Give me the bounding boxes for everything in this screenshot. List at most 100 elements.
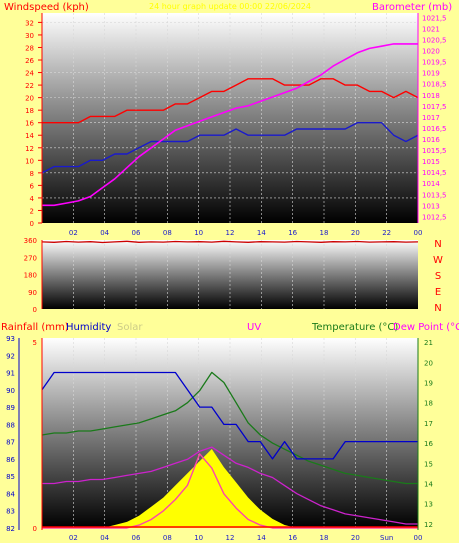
temperature-tick-label: 21	[424, 339, 433, 347]
temp-x-ticks: 02 04 06 08 10 12 14 16 18 20 Sun 00	[69, 534, 423, 542]
barometer-right-ticks: 1012,5 1013 1013,5 1014 1014,5 1015 1015,5 1016…	[422, 14, 447, 221]
x-tick-label: 00	[414, 229, 423, 237]
humidity-tick-label: 85	[6, 473, 15, 481]
x-tick-label: 14	[257, 229, 266, 237]
humidity-ticks: 82 83 84 85 86 87 88 89 90 91 92 93	[6, 335, 15, 533]
barometer-tick-label: 1017	[422, 114, 440, 122]
x-tick-label: 02	[69, 229, 78, 237]
barometer-tick-label: 1013	[422, 202, 440, 210]
temperature-tick-label: 20	[424, 359, 433, 367]
barometer-tick-label: 1014,5	[422, 169, 447, 177]
x-tick-label: 04	[100, 229, 109, 237]
barometer-tick-label: 1016,5	[422, 125, 447, 133]
wind-tick-label: 30	[25, 32, 34, 40]
wind-tick-label: 12	[25, 145, 34, 153]
barometer-tick-label: 1012,5	[422, 213, 447, 221]
dewpoint-label: Dew Point (°C)	[393, 322, 459, 333]
wind-tick-label: 20	[25, 95, 34, 103]
temp-series	[41, 371, 418, 529]
barometer-tick-label: 1019,5	[422, 59, 447, 67]
x-tick-label: 10	[194, 534, 203, 542]
wind-tick-label: 4	[30, 195, 35, 203]
humidity-tick-label: 92	[6, 352, 15, 360]
x-tick-label: Sun	[380, 534, 393, 542]
x-tick-label: 18	[320, 534, 329, 542]
solar-area	[42, 449, 418, 528]
temperature-tick-label: 18	[424, 400, 433, 408]
barometer-tick-label: 1021	[422, 25, 440, 33]
x-tick-label: 16	[288, 229, 297, 237]
solar-label: Solar	[117, 322, 143, 333]
temperature-tick-label: 15	[424, 460, 433, 468]
humidity-tick-label: 83	[6, 508, 15, 516]
wind-avg-line	[41, 121, 419, 174]
temperature-ticks: 12 13 14 15 16 17 18 19 20 21	[424, 339, 433, 529]
wind-tick-label: 32	[25, 19, 34, 27]
uv-label: UV	[247, 322, 261, 333]
x-tick-label: 02	[69, 534, 78, 542]
wind-tick-label: 22	[25, 82, 34, 90]
compass-label: E	[435, 287, 441, 298]
wind-series	[41, 43, 419, 207]
direction-tick-label: 90	[28, 289, 37, 297]
barometer-tick-label: 1020	[422, 48, 440, 56]
compass-label: N	[434, 303, 441, 314]
wind-tick-label: 10	[25, 157, 34, 165]
wind-x-ticks: 02 04 06 08 10 12 14 16 18 20 22 00	[69, 229, 423, 237]
windspeed-label: Windspeed (kph)	[4, 2, 89, 13]
wind-tick-label: 16	[25, 120, 34, 128]
wind-tick-label: 6	[30, 182, 35, 190]
temperature-tick-label: 13	[424, 501, 433, 509]
direction-tick-label: 360	[24, 237, 37, 245]
direction-plot-area	[42, 240, 418, 309]
temperature-label: Temperature (°C)	[311, 322, 398, 333]
compass-label: N	[434, 239, 441, 250]
x-tick-label: 20	[351, 534, 360, 542]
wind-grid	[42, 13, 418, 223]
x-tick-label: 18	[320, 229, 329, 237]
direction-tick-label: 180	[24, 272, 37, 280]
barometer-label: Barometer (mb)	[372, 2, 452, 13]
wind-gust-line	[42, 78, 419, 124]
wind-tick-label: 26	[25, 57, 34, 65]
x-tick-label: 12	[226, 229, 235, 237]
direction-line	[41, 240, 419, 244]
humidity-tick-label: 86	[6, 456, 15, 464]
x-tick-label: 08	[163, 534, 172, 542]
x-tick-label: 16	[288, 534, 297, 542]
wind-tick-label: 28	[25, 44, 34, 52]
x-tick-label: 06	[132, 229, 141, 237]
barometer-tick-label: 1018	[422, 92, 440, 100]
temperature-tick-label: 16	[424, 440, 433, 448]
x-tick-label: 10	[194, 229, 203, 237]
humidity-tick-label: 88	[6, 421, 15, 429]
compass-label: S	[435, 271, 441, 282]
x-tick-label: 04	[100, 534, 109, 542]
rain-tick-label: 5	[33, 339, 37, 347]
x-tick-label: 22	[382, 229, 391, 237]
barometer-tick-label: 1020,5	[422, 37, 447, 45]
temperature-tick-label: 19	[424, 379, 433, 387]
humidity-tick-label: 82	[6, 525, 15, 533]
humidity-tick-label: 84	[6, 490, 15, 498]
x-tick-label: 14	[257, 534, 266, 542]
x-tick-label: 00	[414, 534, 423, 542]
wind-tick-label: 0	[30, 220, 34, 228]
wind-tick-label: 18	[25, 107, 34, 115]
rain-ticks: 05	[33, 339, 37, 533]
barometer-line	[42, 43, 418, 207]
wind-tick-label: 8	[30, 170, 34, 178]
x-tick-label: 08	[163, 229, 172, 237]
direction-tick-label: 270	[24, 254, 37, 262]
humidity-line	[41, 371, 418, 460]
x-tick-label: 06	[132, 534, 141, 542]
humidity-tick-label: 93	[6, 335, 15, 343]
graph-title: 24 hour graph update 00:00 22/06/2024	[149, 2, 311, 11]
humidity-tick-label: 90	[6, 387, 15, 395]
barometer-tick-label: 1018,5	[422, 81, 447, 89]
temperature-tick-label: 17	[424, 420, 433, 428]
barometer-tick-label: 1017,5	[422, 103, 447, 111]
